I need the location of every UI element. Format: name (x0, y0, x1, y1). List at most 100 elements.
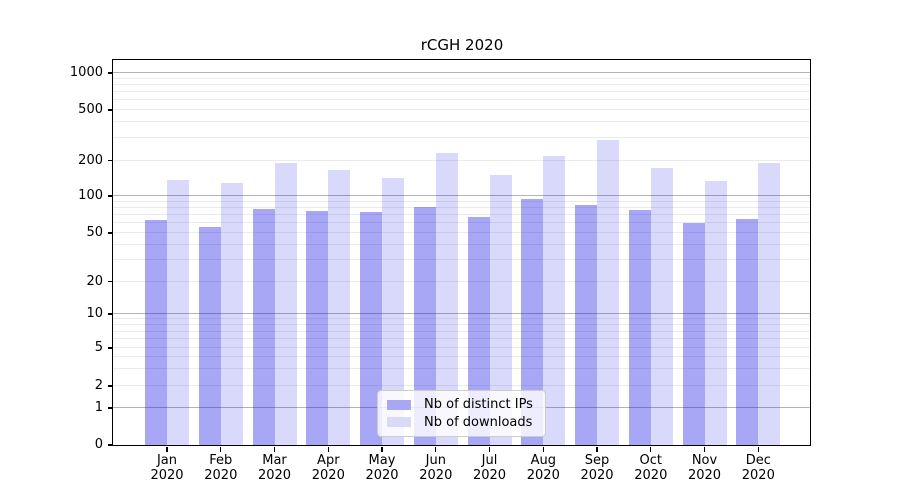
y-tick-mark-20 (107, 280, 113, 283)
bar-ips-jul (467, 216, 490, 445)
bar-ips-dec (736, 219, 759, 445)
bar-ips-may (360, 212, 382, 445)
gridline-30 (113, 259, 810, 260)
x-tick-mark-mar (273, 446, 276, 452)
year-label: 2020 (204, 468, 238, 483)
bar-downloads-nov (704, 181, 727, 445)
gridline-50 (113, 232, 810, 233)
bar-downloads-mar (274, 163, 297, 445)
x-tick-mark-nov (703, 446, 706, 452)
bar-downloads-oct (650, 168, 673, 445)
x-tick-mark-jun (435, 446, 437, 452)
year-label: 2020 (634, 468, 668, 483)
x-tick-label-may: May 2020 (350, 453, 414, 483)
gridline-100 (113, 195, 810, 196)
year-label: 2020 (526, 468, 560, 483)
legend-label-distinct-ips: Nb of distinct IPs (424, 397, 533, 413)
y-tick-mark-100 (107, 195, 113, 197)
x-tick-mark-aug (542, 446, 544, 452)
year-label: 2020 (311, 468, 345, 483)
x-tick-mark-jul (488, 446, 491, 452)
y-tick-label-200: 200 (78, 152, 103, 168)
y-tick-label-20: 20 (86, 273, 103, 289)
legend-row-downloads: Nb of downloads (387, 415, 536, 430)
bar-ips-aug (521, 198, 544, 445)
month-label: Sep (584, 453, 610, 468)
month-label: Feb (209, 453, 233, 468)
year-label: 2020 (365, 468, 399, 483)
year-label: 2020 (687, 468, 722, 483)
legend-label-downloads: Nb of downloads (424, 414, 533, 430)
gridline-70 (113, 214, 810, 215)
bar-ips-sep (575, 205, 597, 445)
gridline-3 (113, 368, 810, 370)
y-tick-mark-2 (107, 385, 113, 387)
bar-downloads-apr (328, 169, 351, 445)
gridline-9 (113, 318, 810, 320)
gridline-700 (113, 91, 810, 93)
y-tick-mark-5 (107, 347, 113, 349)
year-label: 2020 (472, 468, 507, 483)
y-tick-label-1000: 1000 (69, 65, 103, 80)
month-label: Jul (481, 453, 498, 468)
x-tick-label-apr: Apr 2020 (296, 453, 360, 483)
month-label: Jan (156, 453, 178, 468)
x-tick-mark-oct (650, 446, 652, 452)
bar-downloads-jun (435, 153, 458, 445)
gridline-20 (113, 280, 810, 282)
legend-swatch-downloads (387, 417, 411, 428)
y-tick-label-0: 0 (94, 437, 103, 452)
gridline-900 (113, 77, 810, 79)
gridline-600 (113, 99, 810, 101)
bar-downloads-feb (220, 182, 243, 445)
month-label: Aug (530, 453, 556, 468)
month-label: May (368, 453, 396, 468)
y-tick-label-10: 10 (86, 306, 103, 321)
x-tick-label-dec: Dec 2020 (726, 453, 790, 483)
legend-row-distinct-ips: Nb of distinct IPs (387, 397, 536, 412)
gridline-200 (113, 159, 810, 161)
legend: Nb of distinct IPs Nb of downloads (377, 390, 546, 437)
year-label: 2020 (580, 468, 614, 483)
y-tick-label-1: 1 (94, 400, 103, 415)
x-tick-label-feb: Feb 2020 (189, 453, 253, 483)
y-tick-label-2: 2 (94, 378, 103, 393)
bar-ips-mar (252, 209, 275, 445)
x-tick-mark-may (381, 446, 383, 452)
y-tick-mark-1 (107, 407, 113, 409)
gridline-5 (113, 347, 810, 348)
year-label: 2020 (257, 468, 292, 483)
legend-swatch-distinct-ips (387, 399, 411, 410)
bar-ips-nov (682, 223, 705, 445)
gridline-4 (113, 356, 810, 358)
gridline-6 (113, 338, 810, 340)
x-tick-mark-dec (757, 446, 759, 452)
y-tick-mark-500 (107, 109, 113, 111)
bar-ips-jun (413, 206, 436, 445)
bar-downloads-dec (758, 162, 781, 445)
gridline-400 (113, 121, 810, 123)
bar-ips-jan (145, 219, 167, 445)
plot-area: Nb of distinct IPs Nb of downloads (112, 59, 811, 446)
year-label: 2020 (150, 468, 184, 483)
month-label: Apr (317, 453, 340, 468)
month-label: Jun (425, 453, 446, 468)
x-tick-label-oct: Oct 2020 (619, 453, 683, 483)
y-tick-label-100: 100 (78, 188, 103, 203)
month-label: Nov (691, 453, 718, 468)
gridline-10 (113, 313, 810, 314)
bar-downloads-may (382, 178, 404, 445)
bar-ips-apr (306, 210, 329, 445)
gridline-800 (113, 83, 810, 85)
gridline-500 (113, 109, 810, 110)
chart-title: rCGH 2020 (420, 36, 504, 54)
x-tick-mark-jan (166, 446, 168, 452)
x-tick-label-sep: Sep 2020 (565, 453, 629, 483)
gridline-60 (113, 222, 810, 224)
gridline-1000 (113, 72, 810, 73)
x-tick-label-jul: Jul 2020 (458, 453, 522, 483)
x-tick-mark-sep (596, 446, 598, 452)
y-tick-mark-200 (107, 159, 113, 162)
x-tick-label-mar: Mar 2020 (243, 453, 307, 483)
